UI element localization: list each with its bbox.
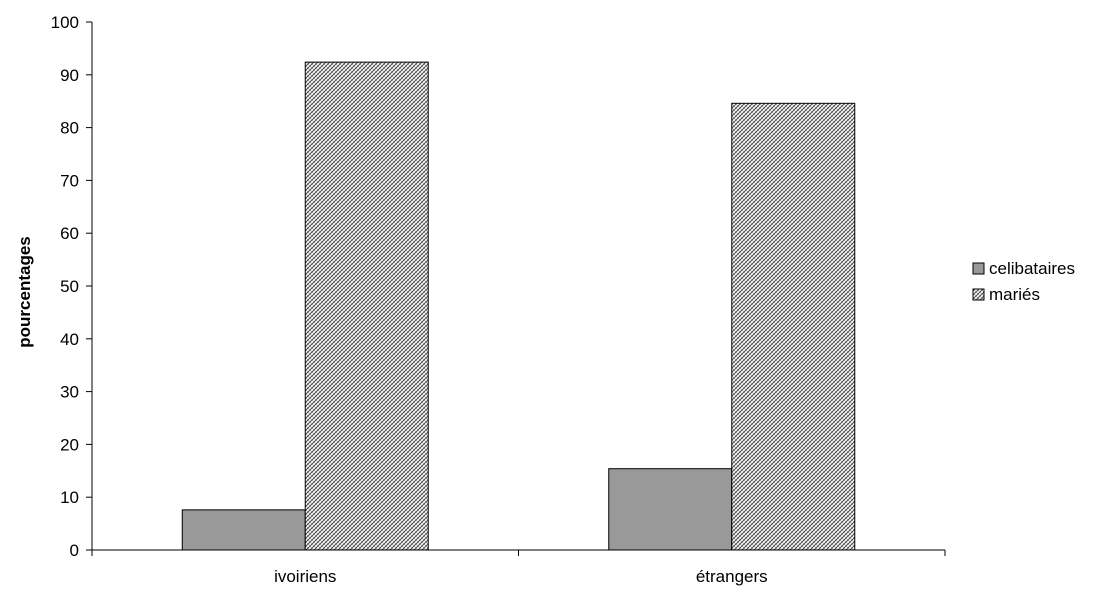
bar-celibataires-ivoiriens[interactable] bbox=[181, 509, 306, 551]
y-tick-label: 30 bbox=[60, 383, 79, 402]
y-tick-label: 20 bbox=[60, 435, 79, 454]
bar-maries-ivoiriens[interactable] bbox=[304, 61, 429, 551]
bar-maries-etrangers[interactable] bbox=[731, 102, 856, 551]
bar-celibataires-etrangers[interactable] bbox=[608, 468, 733, 551]
y-axis-title: pourcentages bbox=[15, 236, 34, 347]
y-tick-label: 70 bbox=[60, 171, 79, 190]
y-tick-label: 100 bbox=[51, 13, 79, 32]
y-tick-label: 80 bbox=[60, 119, 79, 138]
y-tick-label: 10 bbox=[60, 488, 79, 507]
y-tick-label: 60 bbox=[60, 224, 79, 243]
legend-swatch bbox=[972, 288, 985, 301]
legend-label: mariés bbox=[989, 285, 1040, 304]
legend-label: celibataires bbox=[989, 259, 1075, 278]
y-tick-label: 0 bbox=[70, 541, 79, 560]
x-category-label: ivoiriens bbox=[274, 567, 336, 586]
y-tick-label: 40 bbox=[60, 330, 79, 349]
x-category-label: étrangers bbox=[696, 567, 768, 586]
legend-swatch bbox=[972, 262, 985, 275]
y-tick-label: 90 bbox=[60, 66, 79, 85]
y-tick-label: 50 bbox=[60, 277, 79, 296]
